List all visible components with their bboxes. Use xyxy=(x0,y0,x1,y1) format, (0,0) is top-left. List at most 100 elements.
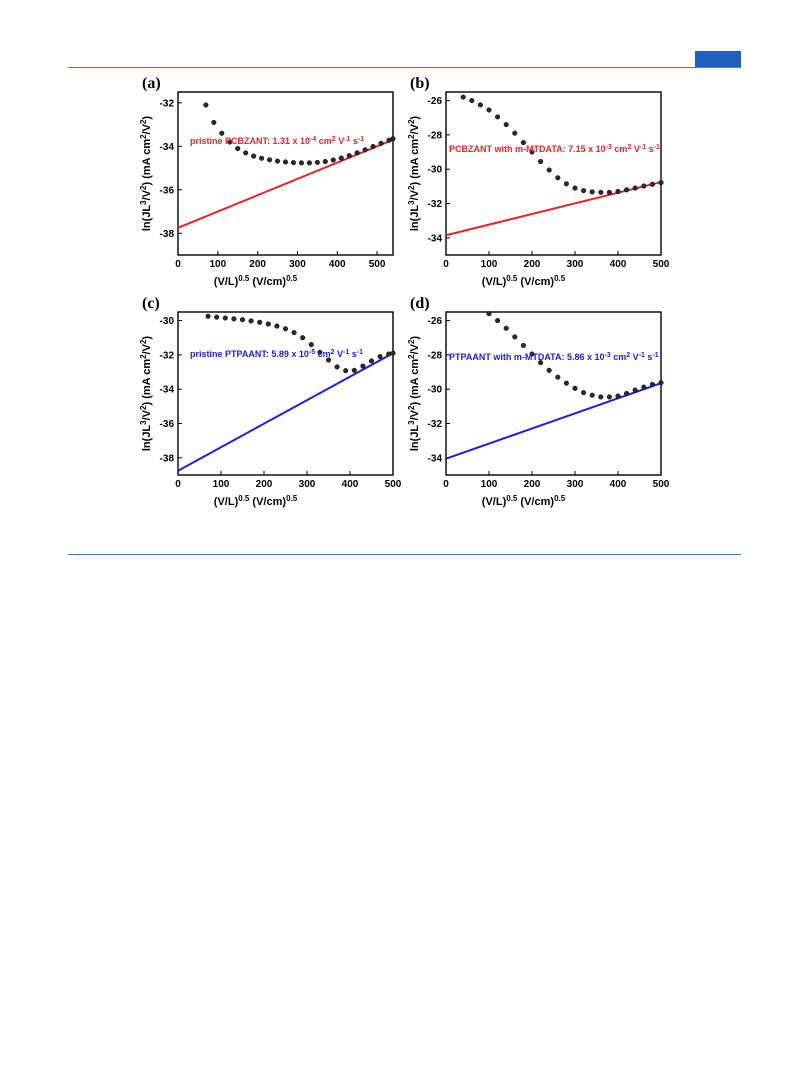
data-point xyxy=(314,159,320,165)
data-point xyxy=(257,319,263,325)
data-point xyxy=(641,183,647,189)
y-tick-label: -26 xyxy=(428,316,443,327)
data-point xyxy=(486,311,492,317)
data-point xyxy=(259,155,265,161)
data-point xyxy=(495,318,501,324)
data-point xyxy=(274,158,281,164)
data-point xyxy=(282,326,289,332)
y-tick-label: -30 xyxy=(160,316,175,327)
data-point xyxy=(214,314,220,320)
plot-frame xyxy=(177,311,394,476)
header-rule xyxy=(68,67,741,68)
y-axis-label: ln(JL3/V2) (mA cm2/V2) xyxy=(139,116,154,232)
chart-panel-4: 0 100 200 300 400 500 -34 -32 -30 -28 -26 (d) (V/L)0… xyxy=(407,295,670,508)
x-tick-label: 500 xyxy=(385,479,402,490)
y-tick-label: -32 xyxy=(428,199,443,210)
data-point xyxy=(222,315,228,321)
x-tick-label: 500 xyxy=(653,259,670,270)
data-point xyxy=(538,360,544,366)
x-axis-label: (V/L)0.5 (V/cm)0.5 xyxy=(214,274,298,289)
data-point xyxy=(503,122,509,128)
data-point xyxy=(354,150,360,156)
data-point xyxy=(486,107,492,113)
data-point xyxy=(378,140,384,146)
y-tick-label: -36 xyxy=(160,419,175,430)
y-tick-label: -28 xyxy=(428,130,443,141)
x-tick-label: 400 xyxy=(610,479,627,490)
fit-line xyxy=(177,352,394,472)
x-axis-label: (V/L)0.5 (V/cm)0.5 xyxy=(482,494,566,509)
plot-frame xyxy=(445,311,662,476)
y-tick-label: -32 xyxy=(428,419,443,430)
data-point xyxy=(330,157,336,163)
y-axis-label: ln(JL3/V2) (mA cm2/V2) xyxy=(407,336,422,452)
data-point xyxy=(615,393,621,399)
data-point xyxy=(546,167,552,173)
header-accent-box xyxy=(695,51,741,67)
data-point xyxy=(460,94,466,100)
footer-rule xyxy=(68,554,741,555)
data-point xyxy=(334,364,340,370)
x-tick-label: 100 xyxy=(481,259,498,270)
data-point xyxy=(589,392,595,398)
x-tick-label: 100 xyxy=(209,259,226,270)
y-tick-label: -36 xyxy=(160,185,175,196)
x-tick-label: 300 xyxy=(289,259,306,270)
data-point xyxy=(546,367,552,373)
data-point xyxy=(265,321,271,327)
y-tick-label: -32 xyxy=(160,98,175,109)
chart-panel-1: 0 100 200 300 400 500 -38 -36 -34 -32 (a) (V/L)0.5 … xyxy=(139,75,396,288)
x-tick-label: 200 xyxy=(249,259,266,270)
panel-label: (a) xyxy=(142,75,161,92)
x-tick-label: 0 xyxy=(443,479,449,490)
x-tick-label: 400 xyxy=(329,259,346,270)
data-point xyxy=(632,387,638,393)
fit-annotation: pristine PTPAANT: 5.89 x 10-5 cm2 V-1 s-… xyxy=(190,349,363,360)
x-tick-label: 300 xyxy=(299,479,316,490)
data-point xyxy=(555,175,561,181)
x-tick-label: 200 xyxy=(256,479,273,490)
y-tick-label: -34 xyxy=(428,233,443,244)
chart-panel-3: 0 100 200 300 400 500 -38 -36 -34 -32 -30(c) (V/L)0… xyxy=(139,295,402,508)
data-point xyxy=(572,385,578,391)
data-point xyxy=(641,384,647,390)
data-point xyxy=(615,188,621,195)
data-point xyxy=(581,390,587,396)
data-point xyxy=(203,102,209,108)
data-point xyxy=(512,334,518,340)
y-axis-label: ln(JL3/V2) (mA cm2/V2) xyxy=(139,336,154,452)
data-point xyxy=(362,147,368,153)
x-axis-label: (V/L)0.5 (V/cm)0.5 xyxy=(482,274,566,289)
panel-label: (d) xyxy=(410,295,430,312)
data-point xyxy=(503,325,509,331)
data-point xyxy=(235,145,241,152)
data-point xyxy=(317,349,323,355)
y-axis-label: ln(JL3/V2) (mA cm2/V2) xyxy=(407,116,422,232)
data-point xyxy=(231,316,237,322)
data-point xyxy=(563,181,569,187)
data-point xyxy=(520,140,526,146)
x-tick-label: 500 xyxy=(369,259,386,270)
data-point xyxy=(291,330,297,336)
data-point xyxy=(251,153,257,159)
fit-line xyxy=(445,382,662,460)
data-point xyxy=(598,189,604,195)
y-tick-label: -28 xyxy=(428,350,443,361)
data-point xyxy=(390,350,396,356)
x-tick-label: 0 xyxy=(175,479,181,490)
data-point xyxy=(346,153,352,159)
x-tick-label: 0 xyxy=(175,259,181,270)
x-tick-label: 300 xyxy=(567,479,584,490)
data-point xyxy=(555,374,561,380)
data-point xyxy=(248,318,254,324)
data-point xyxy=(219,130,225,136)
data-point xyxy=(606,394,612,400)
fit-annotation: pristine PCBZANT: 1.31 x 10-4 cm2 V-1 s-… xyxy=(190,136,364,147)
data-point xyxy=(390,136,396,142)
panel-label: (b) xyxy=(410,75,430,92)
data-point xyxy=(343,368,349,374)
y-tick-label: -26 xyxy=(428,96,443,107)
data-point xyxy=(239,317,246,323)
data-point xyxy=(227,139,233,145)
